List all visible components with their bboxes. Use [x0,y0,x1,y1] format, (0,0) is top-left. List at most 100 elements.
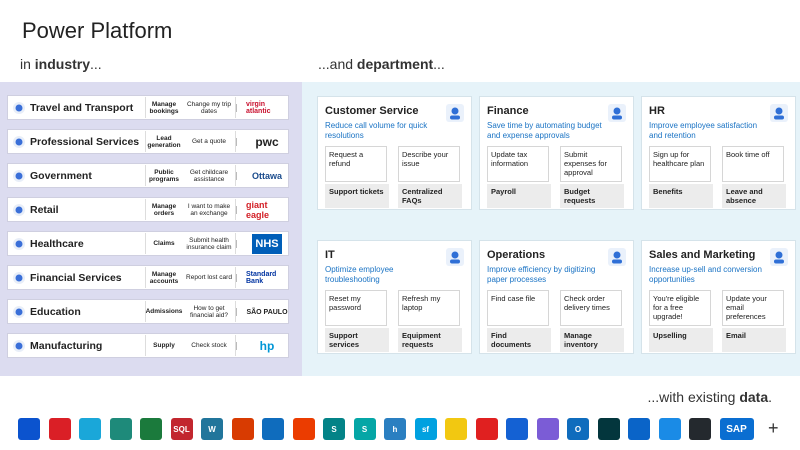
dynamics-icon [18,418,40,440]
industry-name: Retail [30,204,59,216]
airplane-icon [12,101,26,115]
industry-name: Government [30,170,92,182]
industry-name: Healthcare [30,238,84,250]
category-tag: Upselling [649,328,713,352]
divider [145,335,146,356]
flag-icon [236,104,243,112]
industry-scenario: Get a quote [192,138,226,146]
wordpress-icon: W [201,418,223,440]
industry-function: Claims [153,240,175,248]
department-heading: ...and department... [318,56,445,72]
government-icon [12,169,26,183]
divider [235,199,236,220]
flag-icon [236,172,243,180]
mailchimp-icon [109,418,132,440]
industry-function: Admissions [145,308,183,316]
github-icon [689,418,711,440]
company-logo: virgin atlantic [246,101,271,115]
company-logo: SÃO PAULO [246,308,288,316]
education-icon [12,305,26,319]
department-description: Reduce call volume for quick resolutions [325,121,428,140]
divider [235,131,236,152]
company-logo: Ottawa [251,171,282,181]
industry-row[interactable]: Retail Manage orders I want to make an exc… [7,197,289,222]
divider [235,267,236,288]
scenario-box: Update tax information [487,146,549,182]
scenario-box: Request a refund [325,146,387,182]
department-card[interactable]: Sales and Marketing Increase up-sell and … [641,240,796,354]
flag-icon [236,342,243,350]
divider [235,165,236,186]
industry-function: Manage accounts [149,270,179,285]
zendesk-icon [597,418,620,440]
department-card[interactable]: Customer Service Reduce call volume for q… [317,96,472,210]
gears-icon [607,247,627,267]
industry-name: Travel and Transport [30,102,134,114]
department-title: Customer Service [325,105,419,117]
azure-cloud-icon [658,418,681,440]
divider [145,199,146,220]
flag-icon [236,308,243,316]
company-logo: NHS [252,234,282,254]
category-tag: Equipment requests [398,328,462,352]
divider [145,233,146,254]
bar-chart-dollar-icon [607,103,627,123]
company-logo: pwc [255,135,279,149]
industry-scenario: Check stock [191,342,227,350]
industry-row[interactable]: Education Admissions How to get financial … [7,299,289,324]
industry-function: Supply [153,342,175,350]
category-tag: Benefits [649,184,713,208]
person-icon [445,103,465,123]
divider [235,301,236,322]
divider [235,97,236,118]
department-card[interactable]: HR Improve employee satisfaction and rete… [641,96,796,210]
department-title: HR [649,105,665,117]
industry-name: Professional Services [30,136,140,148]
industry-row[interactable]: Healthcare Claims Submit health insurance … [7,231,289,256]
office-power-icon [231,418,254,440]
company-logo: hp [259,339,275,353]
department-card[interactable]: Operations Improve efficiency by digitizi… [479,240,634,354]
azure-devops-icon [79,418,101,440]
scenario-box: Update your email preferences [722,290,784,326]
laptop-icon [445,247,465,267]
industry-scenario: Submit health insurance claim [186,236,232,251]
department-card[interactable]: IT Optimize employee troubleshooting Reset… [317,240,472,354]
divider [145,267,146,288]
plus-icon: + [768,418,779,438]
department-card[interactable]: Finance Save time by automating budget an… [479,96,634,210]
outlook-icon: O [567,418,589,440]
industry-row[interactable]: Manufacturing Supply Check stock hp [7,333,289,358]
industry-row[interactable]: Travel and Transport Manage bookings Chang… [7,95,289,120]
category-tag: Support services [325,328,389,352]
industry-scenario: Change my trip dates [186,100,232,115]
scenario-box: Reset my password [325,290,387,326]
industry-panel [0,82,302,376]
sharepoint-icon: S [323,418,345,440]
divider [145,165,146,186]
industry-scenario: Get childcare assistance [189,168,229,183]
industry-row[interactable]: Government Public programs Get childcare a… [7,163,289,188]
industry-row[interactable]: Professional Services Lead generation Get … [7,129,289,154]
company-logo: giant eagle [246,200,270,220]
scenario-box: Describe your issue [398,146,460,182]
data-heading: ...with existing data. [647,389,772,405]
industry-function: Manage orders [151,202,177,217]
divider [145,301,146,322]
cart-icon [12,203,26,217]
onedrive-icon [628,418,650,440]
megaphone-icon [769,247,789,267]
approvals-icon [536,418,559,440]
divider [235,233,236,254]
department-description: Optimize employee troubleshooting [325,265,394,284]
heart-pulse-icon [12,237,26,251]
department-description: Increase up-sell and conversion opportun… [649,265,762,284]
industry-heading: in industry... [20,56,102,72]
industry-name: Education [30,306,81,318]
industry-scenario: I want to make an exchange [187,202,231,217]
h-app-icon: h [384,418,406,440]
factory-icon [12,339,26,353]
flag-icon [236,206,243,214]
adobe-acrobat-icon [475,418,498,440]
industry-row[interactable]: Financial Services Manage accounts Report … [7,265,289,290]
